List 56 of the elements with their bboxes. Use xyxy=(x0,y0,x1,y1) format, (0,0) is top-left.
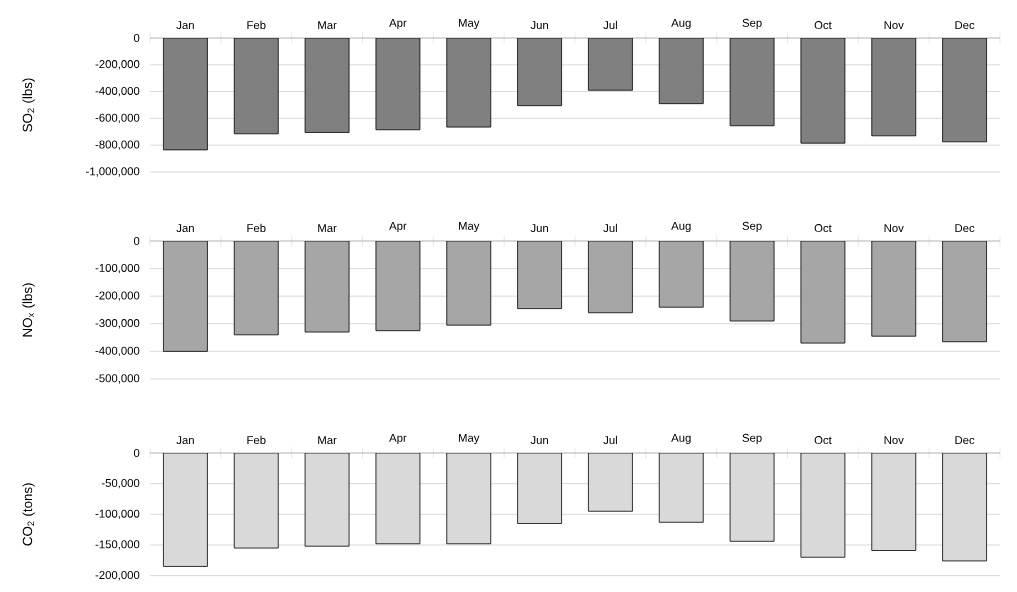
y-tick-label: -100,000 xyxy=(95,263,140,274)
x-tick-label: Feb xyxy=(247,20,266,30)
x-tick-label: Dec xyxy=(955,436,975,445)
y-tick-label: -1,000,000 xyxy=(86,167,140,177)
x-tick-label: Jul xyxy=(603,435,617,445)
x-tick-label: May xyxy=(458,18,480,30)
x-tick-label: Jun xyxy=(530,21,548,30)
x-tick-label: Aug xyxy=(671,18,691,30)
x-tick-label: Mar xyxy=(318,224,337,233)
x-tick-label: Nov xyxy=(884,21,904,30)
y-tick-label: 0 xyxy=(133,33,140,42)
x-tick-label: Aug xyxy=(671,221,691,233)
y-tick-label: -150,000 xyxy=(95,540,140,550)
x-tick-label: Sep xyxy=(742,433,762,445)
y-tick-label: -50,000 xyxy=(101,478,140,489)
y-axis-title: CO$_{2}$ (tons) xyxy=(22,483,35,546)
y-tick-label: -800,000 xyxy=(95,140,140,150)
x-tick-label: May xyxy=(458,433,480,445)
x-tick-label: Aug xyxy=(671,433,691,445)
y-tick-label: -400,000 xyxy=(95,86,140,97)
y-tick-label: 0 xyxy=(133,448,140,457)
x-tick-label: Jul xyxy=(603,223,617,233)
y-tick-label: 0 xyxy=(133,236,140,245)
x-tick-label: Jan xyxy=(176,436,194,445)
x-tick-label: Dec xyxy=(955,224,975,233)
x-tick-label: Jan xyxy=(176,224,194,233)
x-tick-label: Apr xyxy=(389,433,407,445)
y-tick-label: -200,000 xyxy=(95,60,140,70)
x-tick-label: Feb xyxy=(247,223,266,233)
y-tick-label: -300,000 xyxy=(95,319,140,329)
y-tick-label: -400,000 xyxy=(95,346,140,357)
y-tick-label: -600,000 xyxy=(95,113,140,124)
x-tick-label: Dec xyxy=(955,21,975,30)
x-tick-label: Sep xyxy=(742,221,762,233)
x-tick-label: Apr xyxy=(389,18,407,30)
y-tick-label: -200,000 xyxy=(95,291,140,301)
y-tick-label: -500,000 xyxy=(95,374,140,384)
x-tick-label: Oct xyxy=(814,224,832,233)
x-tick-label: May xyxy=(458,221,480,233)
y-tick-label: -200,000 xyxy=(95,570,140,581)
x-tick-label: Feb xyxy=(247,435,266,445)
x-tick-label: Nov xyxy=(884,436,904,445)
y-axis-title: SO$_{2}$ (lbs) xyxy=(22,78,35,132)
x-tick-label: Mar xyxy=(318,436,337,445)
x-tick-label: Jun xyxy=(530,224,548,233)
y-axis-title: NO$_{x}$ (lbs) xyxy=(22,283,35,337)
x-tick-label: Nov xyxy=(884,224,904,233)
x-tick-label: Oct xyxy=(814,436,832,445)
x-tick-label: Oct xyxy=(814,21,832,30)
x-tick-label: Apr xyxy=(389,221,407,233)
y-tick-label: -100,000 xyxy=(95,509,140,519)
x-tick-label: Jun xyxy=(530,436,548,445)
x-tick-label: Jan xyxy=(176,21,194,30)
x-tick-label: Mar xyxy=(318,21,337,30)
x-tick-label: Sep xyxy=(742,18,762,30)
x-tick-label: Jul xyxy=(603,20,617,30)
